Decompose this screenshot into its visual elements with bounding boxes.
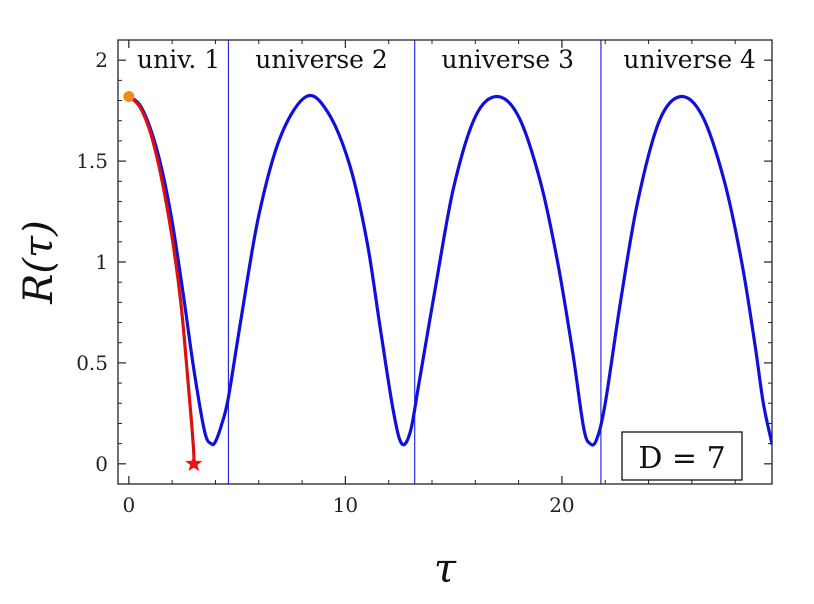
x-tick-label: 0 [122, 493, 135, 517]
x-tick-label: 20 [549, 493, 574, 517]
annotation-box: D = 7 [621, 431, 743, 481]
y-tick-label: 1 [95, 250, 108, 274]
plot-frame [117, 39, 773, 485]
region-label: universe 2 [255, 45, 388, 74]
region-label: universe 4 [623, 45, 756, 74]
end-point-star-marker [185, 454, 203, 472]
region-label: univ. 1 [137, 45, 220, 74]
start-point-marker [123, 91, 135, 103]
y-tick-label: 0.5 [76, 351, 108, 375]
radius-curve-red [127, 94, 196, 466]
radius-curve-blue [127, 93, 772, 447]
annotation-frame [621, 431, 743, 481]
x-tick-label: 10 [333, 493, 358, 517]
y-tick-label: 1.5 [76, 149, 108, 173]
x-axis-label: τ [434, 546, 457, 592]
y-tick-label: 2 [95, 48, 108, 72]
annotation-label: D = 7 [638, 441, 725, 476]
y-tick-label: 0 [95, 452, 108, 476]
region-label: universe 3 [442, 45, 575, 74]
y-axis-label: R(τ) [16, 220, 62, 304]
